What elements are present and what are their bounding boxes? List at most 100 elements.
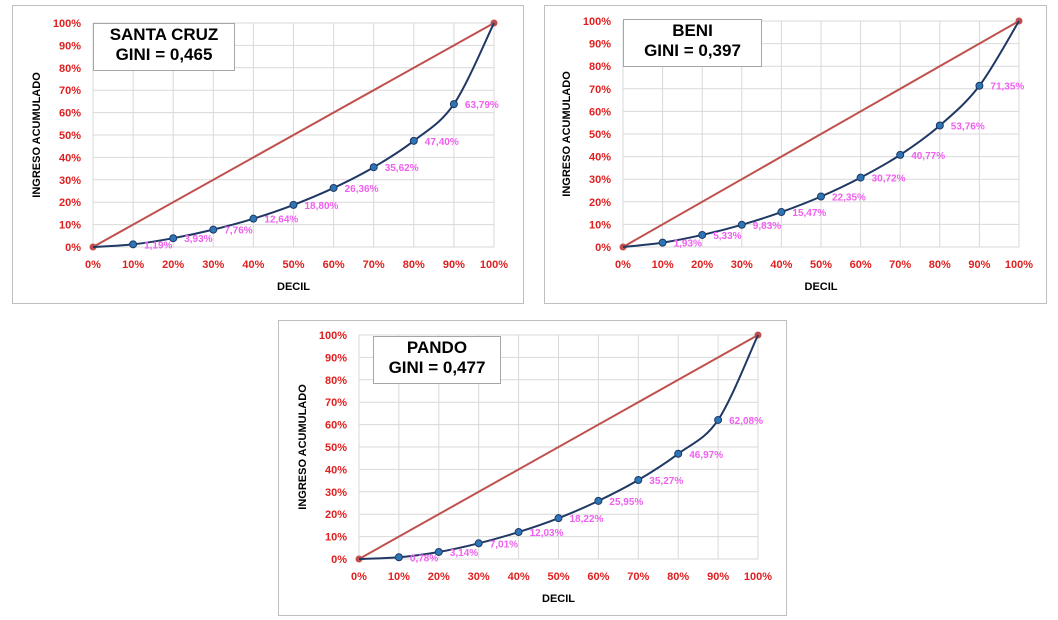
data-label: 15,47% — [792, 208, 826, 219]
y-tick-label: 50% — [589, 129, 611, 141]
y-tick-label: 80% — [589, 61, 611, 73]
x-tick-label: 40% — [508, 571, 530, 583]
x-tick-label: 40% — [242, 259, 264, 271]
x-tick-label: 70% — [363, 259, 385, 271]
data-point — [474, 539, 483, 548]
y-tick-label: 70% — [589, 84, 611, 96]
x-axis-title: DECIL — [277, 281, 310, 293]
data-label: 18,80% — [305, 201, 339, 212]
data-label: 18,22% — [570, 514, 604, 525]
x-tick-label: 80% — [667, 571, 689, 583]
x-axis-title: DECIL — [805, 281, 838, 293]
x-tick-label: 50% — [810, 259, 832, 271]
y-tick-label: 0% — [595, 242, 611, 254]
data-point — [594, 496, 603, 505]
x-tick-label: 50% — [282, 259, 304, 271]
x-tick-label: 70% — [627, 571, 649, 583]
y-tick-label: 90% — [59, 40, 81, 52]
chart-subtitle: GINI = 0,397 — [644, 41, 741, 60]
data-label: 7,76% — [224, 226, 252, 237]
x-tick-label: 80% — [403, 259, 425, 271]
y-tick-label: 90% — [325, 352, 347, 364]
data-point — [698, 230, 707, 239]
chart-title-box: SANTA CRUZ GINI = 0,465 — [93, 23, 235, 71]
chart-subtitle: GINI = 0,465 — [115, 45, 213, 64]
equality-line — [358, 334, 759, 560]
data-label: 62,08% — [729, 416, 763, 427]
x-tick-label: 20% — [691, 259, 713, 271]
y-tick-label: 40% — [325, 464, 347, 476]
x-tick-label: 0% — [615, 259, 631, 271]
chart-plot: 0% 10% 20% 30% 40% 50% 60% 70% 80% 90% 100% 0% 10% 20… — [561, 16, 1033, 293]
data-point — [169, 234, 178, 243]
x-tick-label: 70% — [889, 259, 911, 271]
data-label: 3,93% — [184, 234, 212, 245]
equality-line — [622, 20, 1020, 248]
data-label: 1,93% — [674, 239, 702, 250]
data-point — [935, 121, 944, 130]
data-point — [856, 173, 865, 182]
y-tick-label: 30% — [325, 487, 347, 499]
x-tick-label: 10% — [388, 571, 410, 583]
data-label: 53,76% — [951, 122, 985, 133]
data-point — [409, 136, 418, 145]
data-label: 3,14% — [450, 548, 478, 559]
data-point — [329, 183, 338, 192]
lorenz-chart-pando: 0% 10% 20% 30% 40% 50% 60% 70% 80% 90% 100% 0% 10% 20… — [278, 320, 787, 616]
x-tick-label: 30% — [731, 259, 753, 271]
data-label: 30,72% — [872, 174, 906, 185]
data-label: 40,77% — [911, 151, 945, 162]
x-tick-label: 10% — [652, 259, 674, 271]
y-tick-label: 10% — [589, 219, 611, 231]
x-tick-label: 50% — [547, 571, 569, 583]
y-axis-title: INGRESO ACUMULADO — [31, 72, 43, 198]
y-tick-label: 100% — [319, 330, 347, 342]
x-tick-label: 60% — [587, 571, 609, 583]
data-point — [896, 150, 905, 159]
x-tick-label: 80% — [929, 259, 951, 271]
y-tick-label: 60% — [59, 108, 81, 120]
y-tick-label: 0% — [331, 554, 347, 566]
x-tick-label: 20% — [428, 571, 450, 583]
data-point — [737, 220, 746, 229]
x-tick-label: 0% — [351, 571, 367, 583]
data-label: 25,95% — [609, 497, 643, 508]
chart-title: BENI — [672, 21, 713, 40]
x-tick-label: 10% — [122, 259, 144, 271]
x-tick-label: 40% — [770, 259, 792, 271]
y-tick-label: 100% — [53, 18, 81, 30]
chart-title: PANDO — [406, 338, 468, 357]
data-label: 0,78% — [410, 553, 438, 564]
x-tick-label: 60% — [850, 259, 872, 271]
y-tick-label: 80% — [59, 63, 81, 75]
y-tick-label: 20% — [589, 197, 611, 209]
y-axis-title: INGRESO ACUMULADO — [561, 71, 573, 197]
chart-plot: 0% 10% 20% 30% 40% 50% 60% 70% 80% 90% 100% 0% 10% 20… — [31, 18, 508, 293]
y-tick-label: 20% — [325, 509, 347, 521]
data-label: 71,35% — [990, 82, 1024, 93]
lorenz-chart-beni: 0% 10% 20% 30% 40% 50% 60% 70% 80% 90% 100% 0% 10% 20… — [544, 5, 1047, 304]
y-tick-label: 40% — [589, 152, 611, 164]
data-label: 47,40% — [425, 137, 459, 148]
x-tick-label: 60% — [323, 259, 345, 271]
y-tick-label: 60% — [325, 420, 347, 432]
chart-title: SANTA CRUZ — [109, 25, 219, 44]
data-point — [975, 81, 984, 90]
y-axis-title: INGRESO ACUMULADO — [297, 384, 309, 510]
x-tick-label: 90% — [968, 259, 990, 271]
data-label: 26,36% — [345, 184, 379, 195]
x-axis-title: DECIL — [542, 593, 575, 605]
data-label: 46,97% — [689, 450, 723, 461]
data-point — [554, 514, 563, 523]
data-point — [817, 192, 825, 201]
data-label: 22,35% — [832, 192, 866, 203]
y-tick-label: 90% — [589, 39, 611, 51]
y-tick-label: 50% — [59, 130, 81, 142]
data-point — [289, 200, 298, 209]
data-point — [714, 415, 723, 424]
data-point — [394, 553, 403, 562]
y-tick-label: 30% — [589, 174, 611, 186]
data-label: 9,83% — [753, 221, 781, 232]
data-label: 35,62% — [385, 163, 419, 174]
data-label: 12,64% — [264, 215, 298, 226]
